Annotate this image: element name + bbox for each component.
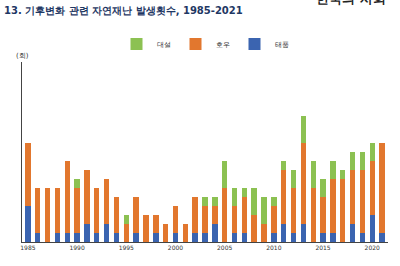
svg-text:태풍: 태풍: [275, 41, 289, 49]
svg-text:2020: 2020: [365, 244, 380, 251]
svg-text:13. 기후변화 관련 자연재난 발생횟수, 1985-20: 13. 기후변화 관련 자연재난 발생횟수, 1985-2021: [4, 5, 243, 16]
svg-text:2015: 2015: [315, 244, 330, 251]
svg-text:2010: 2010: [266, 244, 281, 251]
svg-text:2005: 2005: [217, 244, 232, 251]
svg-text:1985: 1985: [20, 244, 35, 251]
svg-text:2000: 2000: [168, 244, 183, 251]
svg-text:(회): (회): [16, 52, 29, 60]
svg-text:1990: 1990: [69, 244, 84, 251]
svg-text:호우: 호우: [216, 41, 230, 49]
svg-text:대설: 대설: [157, 41, 171, 49]
svg-text:한국의 사회: 한국의 사회: [316, 0, 386, 6]
svg-text:1995: 1995: [119, 244, 134, 251]
